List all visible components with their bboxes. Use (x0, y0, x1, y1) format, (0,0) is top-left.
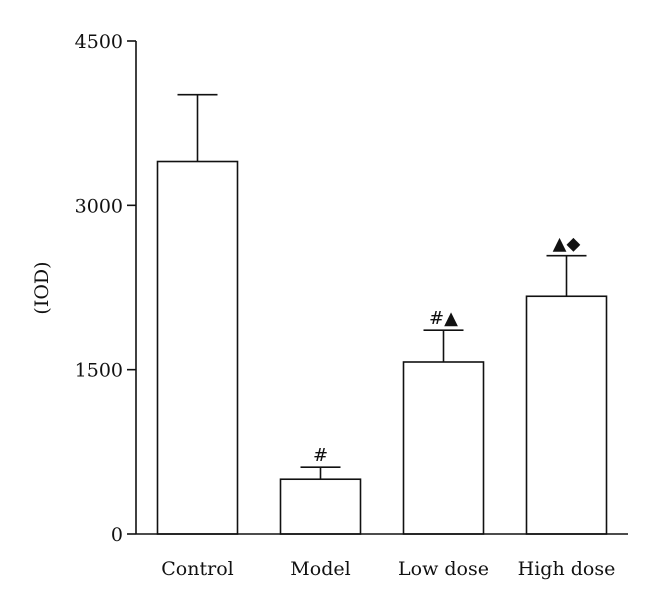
bar (156, 160, 239, 535)
category-label: Low dose (398, 558, 489, 580)
significance-marker: ▲◆ (553, 234, 581, 255)
y-axis-ticks: 0 1500 3000 4500 (75, 31, 136, 546)
y-axis-label: (IOD) (31, 261, 53, 314)
significance-marker: # (313, 445, 328, 466)
y-tick-label: 4500 (75, 31, 123, 53)
category-labels: Control Model Low dose High dose (161, 558, 615, 580)
bars: # #▲ ▲◆ (156, 93, 608, 535)
bar (525, 295, 608, 535)
y-tick-label: 1500 (75, 360, 123, 382)
significance-marker: #▲ (429, 308, 458, 329)
y-tick-label: 0 (111, 524, 123, 546)
bar (402, 361, 485, 535)
category-label: Control (161, 558, 233, 580)
category-label: High dose (518, 558, 616, 580)
bar (279, 478, 362, 535)
y-tick-label: 3000 (75, 195, 123, 217)
category-label: Model (290, 558, 350, 580)
